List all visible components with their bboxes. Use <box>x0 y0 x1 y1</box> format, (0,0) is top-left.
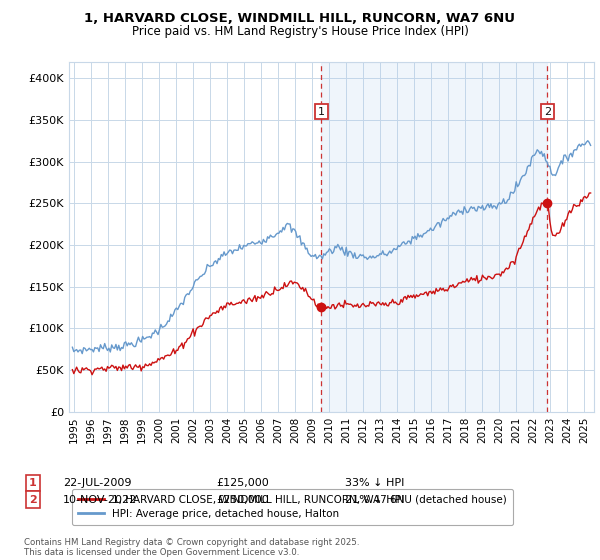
Text: 2: 2 <box>544 106 551 116</box>
Bar <box>322 62 547 412</box>
Text: 1: 1 <box>318 106 325 116</box>
Text: 21% ↓ HPI: 21% ↓ HPI <box>345 494 404 505</box>
Text: 1: 1 <box>29 478 37 488</box>
Text: 1, HARVARD CLOSE, WINDMILL HILL, RUNCORN, WA7 6NU: 1, HARVARD CLOSE, WINDMILL HILL, RUNCORN… <box>85 12 515 25</box>
Text: £250,000: £250,000 <box>216 494 269 505</box>
Text: 2: 2 <box>29 494 37 505</box>
Text: 22-JUL-2009: 22-JUL-2009 <box>63 478 131 488</box>
Text: £125,000: £125,000 <box>216 478 269 488</box>
Text: 33% ↓ HPI: 33% ↓ HPI <box>345 478 404 488</box>
Text: Price paid vs. HM Land Registry's House Price Index (HPI): Price paid vs. HM Land Registry's House … <box>131 25 469 38</box>
Text: 10-NOV-2022: 10-NOV-2022 <box>63 494 137 505</box>
Legend: 1, HARVARD CLOSE, WINDMILL HILL, RUNCORN, WA7 6NU (detached house), HPI: Average: 1, HARVARD CLOSE, WINDMILL HILL, RUNCORN… <box>71 488 513 525</box>
Text: Contains HM Land Registry data © Crown copyright and database right 2025.
This d: Contains HM Land Registry data © Crown c… <box>24 538 359 557</box>
